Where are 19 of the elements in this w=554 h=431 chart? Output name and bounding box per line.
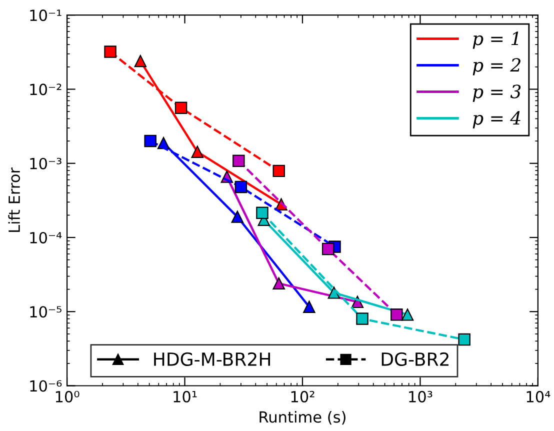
y-tick-label: 10⁻⁴ (30, 232, 62, 244)
y-tick-label: 10⁻³ (30, 158, 62, 170)
annotation: HDG-M-BR2H (154, 352, 270, 366)
y-tick-label: 10⁻² (30, 84, 62, 96)
y-axis-title: Lift Error (8, 167, 20, 232)
x-axis-title: Runtime (s) (260, 410, 346, 425)
legend-label: p = 3 (472, 84, 521, 102)
x-tick-label: 10¹ (174, 390, 197, 402)
x-tick-label: 10³ (409, 390, 432, 402)
annotation: DG-BR2 (382, 352, 448, 366)
x-tick-label: 10⁴ (526, 390, 550, 402)
y-tick-label: 10⁻¹ (30, 10, 62, 22)
legend-label: p = 4 (472, 111, 520, 128)
y-tick-label: 10⁻⁵ (30, 306, 62, 318)
legend-label: p = 2 (472, 58, 520, 76)
x-tick-label: 10² (291, 390, 314, 402)
y-tick-label: 10⁻⁶ (30, 380, 62, 392)
x-tick-label: 10⁰ (56, 390, 80, 402)
legend-label: p = 1 (472, 32, 518, 49)
